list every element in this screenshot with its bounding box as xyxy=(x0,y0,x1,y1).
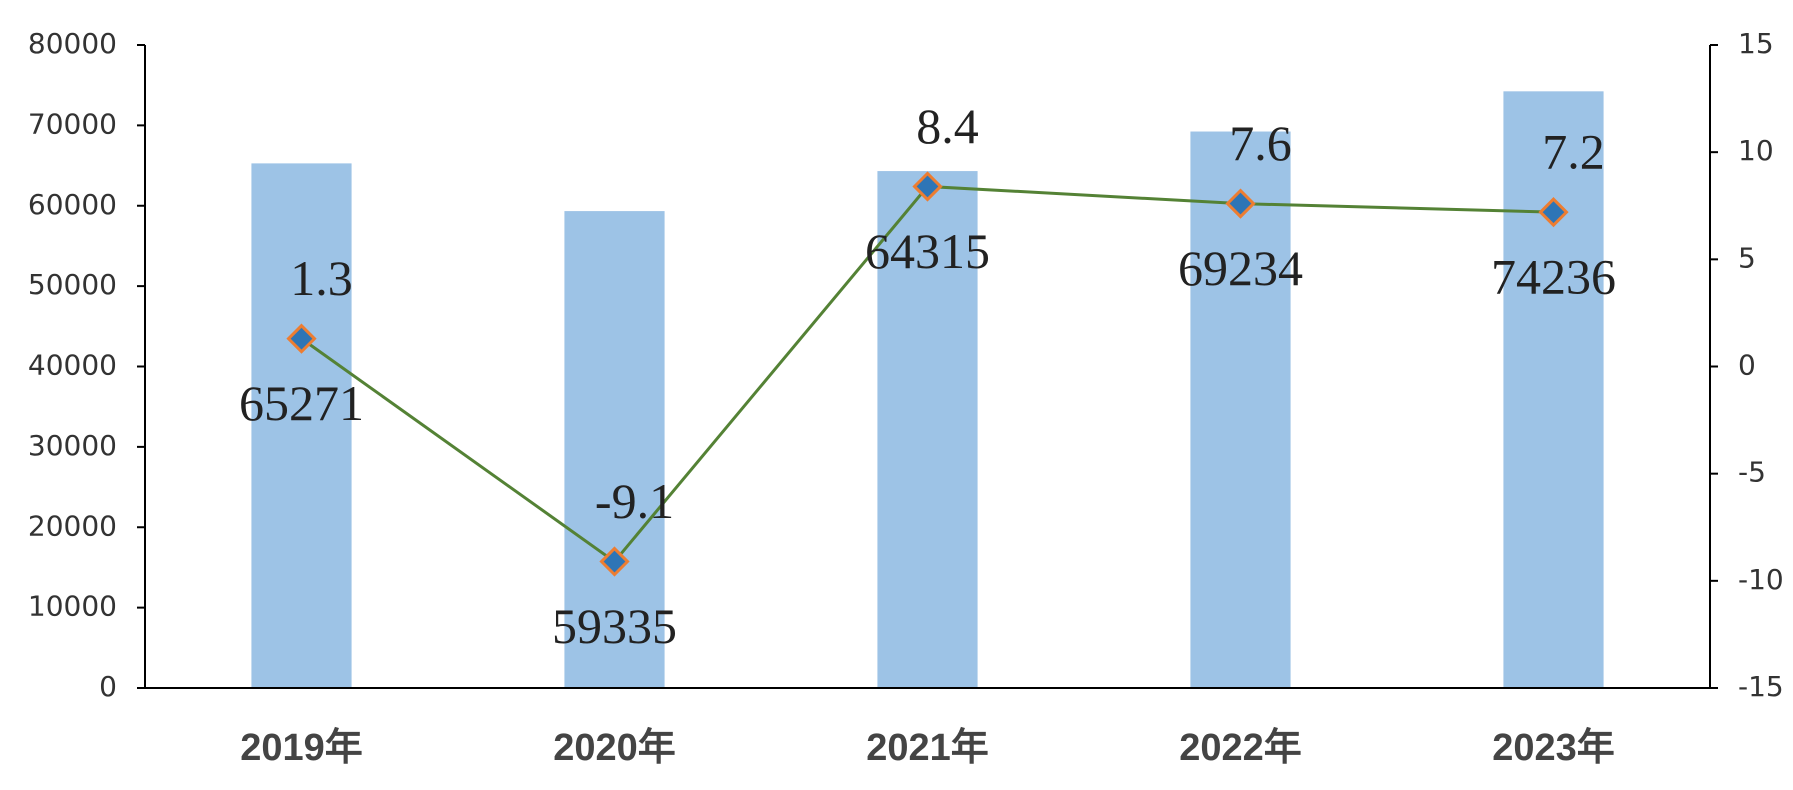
line-value-label: 8.4 xyxy=(916,98,979,154)
y-tick-label: 30000 xyxy=(28,429,117,462)
y2-tick-label: 15 xyxy=(1738,27,1774,60)
x-tick-label: 2022年 xyxy=(1179,727,1302,769)
y-tick-label: 10000 xyxy=(28,590,117,623)
marker xyxy=(912,171,943,202)
x-tick-label: 2023年 xyxy=(1492,727,1615,769)
x-tick-label: 2021年 xyxy=(866,727,989,769)
x-tick-label: 2020年 xyxy=(553,727,676,769)
line-value-label: 7.6 xyxy=(1229,115,1292,171)
y-tick-label: 80000 xyxy=(28,27,117,60)
bar-value-label: 74236 xyxy=(1491,249,1616,305)
marker xyxy=(286,323,317,354)
marker xyxy=(1225,188,1256,219)
y-tick-label: 60000 xyxy=(28,188,117,221)
y-tick-label: 50000 xyxy=(28,268,117,301)
bar-value-label: 64315 xyxy=(865,223,990,279)
y2-tick-label: -10 xyxy=(1738,563,1784,596)
y2-tick-label: 0 xyxy=(1738,349,1756,382)
y-tick-label: 40000 xyxy=(28,349,117,382)
line-value-label: -9.1 xyxy=(595,473,674,529)
bar xyxy=(1503,91,1604,689)
bar xyxy=(1190,131,1291,688)
y-tick-label: 20000 xyxy=(28,509,117,542)
bar xyxy=(877,171,978,689)
y2-tick-label: -5 xyxy=(1738,456,1766,489)
y-tick-label: 0 xyxy=(99,670,117,703)
marker xyxy=(1538,197,1569,228)
bar-value-label: 59335 xyxy=(552,598,677,654)
y2-tick-label: 5 xyxy=(1738,241,1756,274)
bar-value-label: 69234 xyxy=(1178,240,1303,296)
bar xyxy=(251,163,352,688)
marker xyxy=(599,546,630,577)
line-value-label: 1.3 xyxy=(290,250,353,306)
y-tick-label: 70000 xyxy=(28,107,117,140)
bar-value-label: 65271 xyxy=(239,375,364,431)
y2-tick-label: 10 xyxy=(1738,134,1774,167)
x-tick-label: 2019年 xyxy=(240,727,363,769)
y2-tick-label: -15 xyxy=(1738,670,1784,703)
line-value-label: 7.2 xyxy=(1542,124,1605,180)
bar xyxy=(564,211,665,688)
